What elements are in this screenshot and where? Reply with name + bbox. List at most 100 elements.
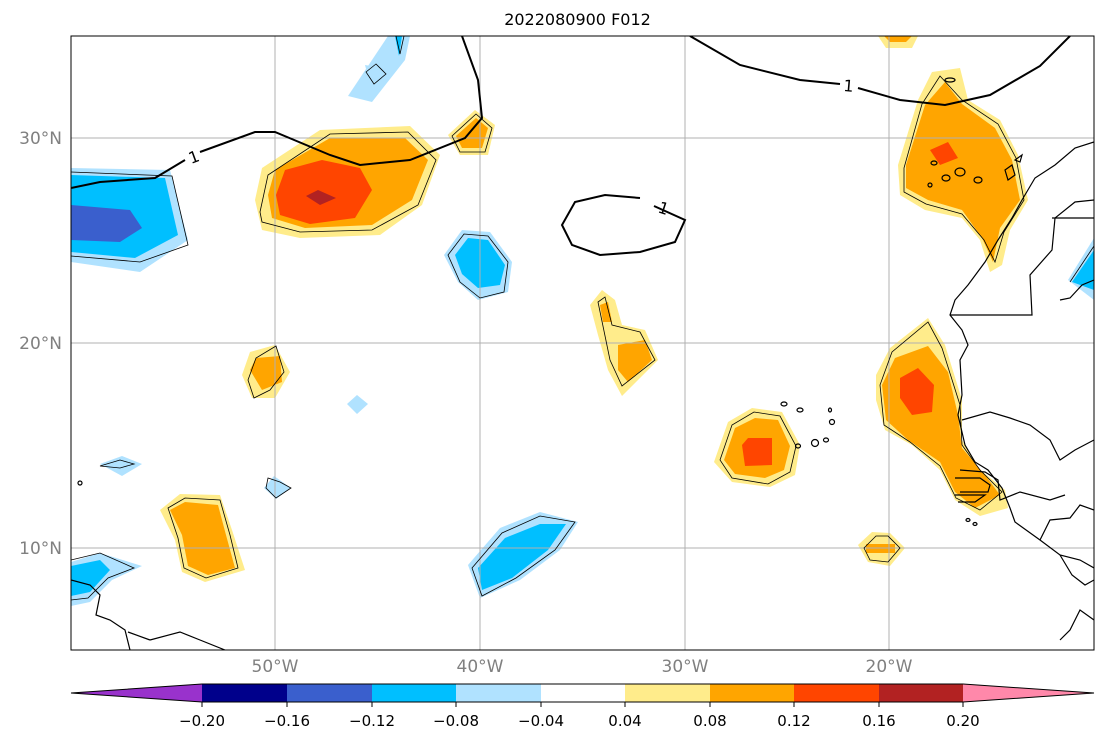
lat-label-30n: 30°N — [19, 129, 62, 149]
cape-verde-island — [810, 438, 820, 448]
positive-anomaly-region — [930, 142, 958, 165]
south-america-coastline — [71, 579, 131, 650]
anomaly-outline — [99, 459, 136, 469]
colorbar-tick-label: −0.16 — [264, 712, 310, 730]
lon-label-40w: 40°W — [457, 657, 504, 677]
cape-verde-island — [794, 443, 802, 449]
colorbar-segment — [879, 684, 963, 702]
anomaly-outline — [265, 477, 292, 499]
country-border — [1039, 504, 1094, 541]
country-border — [961, 411, 1094, 461]
anomaly-outline — [1069, 245, 1094, 296]
negative-anomaly-region — [365, 65, 386, 84]
lon-label-20w: 20°W — [866, 657, 913, 677]
canary-island — [973, 176, 983, 184]
country-border — [127, 631, 151, 641]
positive-anomaly-region — [170, 502, 235, 575]
negative-anomaly-region — [347, 395, 368, 414]
colorbar-segment — [456, 684, 541, 702]
anomaly-outline — [451, 113, 493, 153]
cape-verde-island — [822, 437, 830, 443]
anomaly-outline — [863, 535, 901, 563]
bijagos-island — [965, 517, 971, 523]
positive-anomaly-region — [276, 160, 372, 224]
anomaly-outline-layer — [71, 36, 1094, 601]
positive-anomaly-region — [906, 82, 1020, 262]
anomaly-outline — [447, 233, 509, 299]
graticule — [71, 36, 1094, 650]
colorbar-tick-label: 0.04 — [608, 712, 641, 730]
anomaly-outline — [395, 36, 405, 55]
positive-anomaly-region — [884, 36, 912, 42]
lon-axis-labels: 50°W 40°W 30°W 20°W — [252, 657, 913, 677]
caribbean-island — [77, 480, 83, 486]
contour-line — [71, 159, 186, 189]
anomaly-outline — [247, 345, 285, 399]
contour-lines — [71, 36, 1071, 257]
cape-verde-island — [796, 407, 804, 413]
lon-label-30w: 30°W — [662, 657, 709, 677]
colorbar-tick-label: −0.12 — [349, 712, 395, 730]
anomaly-outline — [71, 552, 136, 601]
cape-verde-island — [827, 407, 833, 413]
positive-anomaly-region — [306, 190, 336, 205]
colorbar-segment — [71, 684, 202, 702]
anomaly-fill-layer — [71, 36, 1094, 606]
anomaly-outline — [365, 63, 387, 85]
anomaly-outline — [471, 515, 576, 597]
country-border — [955, 477, 991, 493]
anomaly-outline — [879, 321, 1003, 511]
cape-verde-island — [780, 401, 788, 407]
colorbar-tick-label: −0.04 — [518, 712, 564, 730]
canary-island — [954, 167, 966, 177]
cape-verde-island — [828, 418, 836, 426]
colorbar-segment — [372, 684, 456, 702]
colorbar-tick-label: −0.08 — [433, 712, 479, 730]
colorbar-tick-label: 0.12 — [777, 712, 810, 730]
contour-label: 1 — [656, 198, 672, 219]
country-border — [950, 199, 1094, 316]
colorbar-segment — [202, 684, 287, 702]
lon-label-50w: 50°W — [252, 657, 299, 677]
contour-line — [560, 193, 687, 257]
madeira-island — [944, 77, 956, 83]
colorbar-segment — [541, 684, 625, 702]
colorbar-tick-label: 0.20 — [946, 712, 979, 730]
positive-anomaly-region — [742, 438, 772, 466]
map-plot-area: 1 1 1 — [71, 36, 1094, 650]
south-america-coastline — [149, 631, 226, 650]
colorbar-segment — [794, 684, 879, 702]
anomaly-outline — [903, 75, 1025, 264]
map-frame — [70, 35, 1095, 651]
coastlines — [71, 77, 1094, 650]
africa-coastline — [949, 141, 1094, 569]
canary-island — [941, 174, 951, 182]
map-title: 2022080900 F012 — [504, 10, 651, 29]
anomaly-outline — [597, 296, 656, 387]
lat-axis-labels: 30°N 20°N 10°N — [19, 129, 62, 559]
canary-island — [930, 160, 938, 166]
anomaly-outline — [259, 131, 437, 233]
country-border — [1059, 279, 1094, 301]
canary-island — [1004, 164, 1016, 181]
positive-anomaly-region — [600, 302, 612, 322]
country-border — [955, 494, 987, 503]
country-border — [959, 469, 1066, 501]
positive-anomaly-region — [900, 368, 934, 415]
negative-anomaly-region — [100, 456, 142, 476]
negative-anomaly-region — [71, 560, 110, 596]
colorbar-segment — [287, 684, 372, 702]
bijagos-island — [972, 521, 978, 527]
contour-label: 1 — [186, 146, 202, 167]
negative-anomaly-region — [478, 524, 566, 590]
colorbar-tick-label: 0.16 — [862, 712, 895, 730]
colorbar: −0.20 −0.16 −0.12 −0.08 −0.04 0.04 0.08 … — [70, 683, 1095, 730]
colorbar-segment — [710, 684, 794, 702]
positive-anomaly-region — [882, 346, 1000, 508]
lat-label-10n: 10°N — [19, 539, 62, 559]
contour-line — [857, 36, 1071, 107]
lat-label-20n: 20°N — [19, 334, 62, 354]
negative-anomaly-region — [1072, 250, 1094, 290]
contour-line — [199, 36, 484, 167]
